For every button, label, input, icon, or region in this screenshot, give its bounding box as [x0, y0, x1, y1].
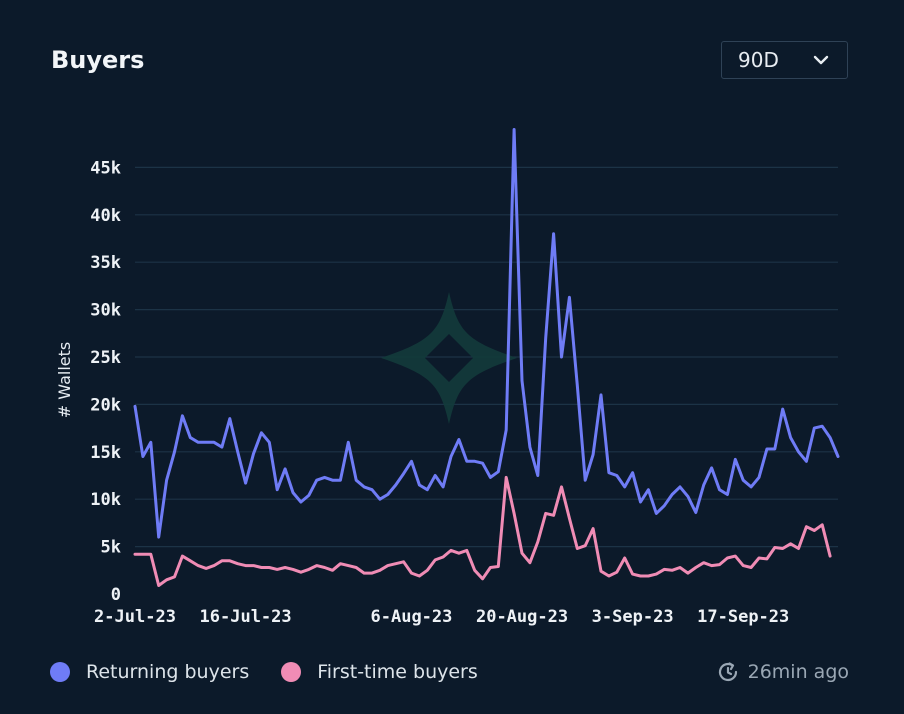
legend: Returning buyers First-time buyers — [50, 661, 510, 683]
range-value: 90D — [738, 48, 779, 72]
refresh-clock-icon — [718, 662, 737, 682]
chevron-down-icon — [813, 55, 829, 65]
y-tick-label: 25k — [90, 348, 121, 368]
updated-text: 26min ago — [747, 661, 849, 683]
x-tick-label: 20-Aug-23 — [476, 607, 568, 627]
x-tick-label: 17-Sep-23 — [697, 607, 789, 627]
last-updated: 26min ago — [716, 660, 849, 684]
watermark-icon — [381, 292, 517, 424]
first-time-buyers-line — [133, 475, 832, 587]
y-tick-label: 15k — [90, 443, 121, 463]
first-time-dot — [281, 662, 302, 682]
y-tick-label: 5k — [101, 538, 121, 558]
y-tick-label: 10k — [90, 490, 121, 510]
legend-item-returning[interactable]: Returning buyers — [50, 661, 249, 683]
x-tick-label: 16-Jul-23 — [200, 607, 292, 627]
legend-item-first-time[interactable]: First-time buyers — [281, 661, 478, 683]
y-tick-label: 35k — [90, 253, 121, 273]
y-tick-label: 20k — [90, 395, 121, 415]
y-tick-label: 30k — [90, 301, 121, 321]
x-tick-label: 6-Aug-23 — [371, 607, 453, 627]
x-axis-ticks: 2-Jul-23 16-Jul-23 6-Aug-23 20-Aug-23 3-Sep-… — [94, 607, 789, 627]
legend-first-time-label: First-time buyers — [317, 661, 478, 683]
x-tick-label: 3-Sep-23 — [592, 607, 674, 627]
y-tick-label: 0 — [111, 585, 121, 605]
returning-buyers-line — [133, 128, 840, 539]
y-tick-label: 45k — [90, 158, 121, 178]
range-dropdown[interactable]: 90D — [721, 41, 848, 79]
x-tick-label: 2-Jul-23 — [94, 607, 176, 627]
y-axis-label: # Wallets — [55, 342, 74, 418]
y-axis-ticks: 0 5k 10k 15k 20k 25k 30k 35k 40k 45k — [90, 158, 121, 605]
series-lines — [133, 128, 840, 587]
card-title: Buyers — [51, 46, 145, 74]
legend-returning-label: Returning buyers — [86, 661, 250, 683]
returning-dot — [50, 662, 70, 682]
y-tick-label: 40k — [90, 206, 121, 226]
